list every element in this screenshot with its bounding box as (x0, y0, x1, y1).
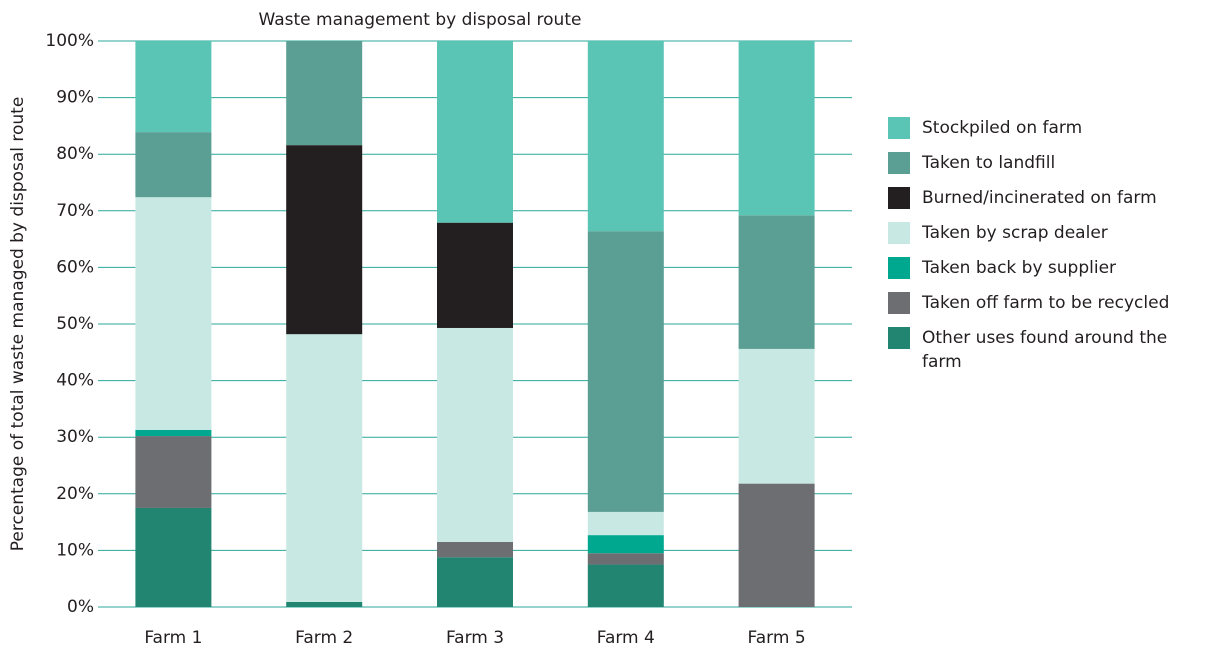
y-tick-label: 30% (56, 427, 94, 447)
x-tick-label: Farm 4 (597, 628, 655, 648)
legend-label: Taken by scrap dealer (922, 223, 1108, 243)
legend-item: Other uses found around the farm (888, 326, 1198, 374)
bar-segment (286, 41, 363, 146)
bar-segment (437, 557, 513, 607)
x-tick-label: Farm 5 (748, 628, 806, 648)
bar-segment (738, 483, 815, 607)
x-tick-label: Farm 2 (295, 628, 353, 648)
bar-segment (437, 222, 513, 328)
legend-swatch (888, 292, 910, 314)
bar-segment (286, 601, 363, 607)
bar-segment (286, 334, 363, 602)
y-tick-label: 60% (56, 257, 94, 277)
legend-item: Taken by scrap dealer (888, 221, 1198, 245)
x-tick-label: Farm 1 (144, 628, 202, 648)
bar-segment (437, 41, 513, 223)
legend-swatch (888, 327, 910, 349)
bar-segment (135, 41, 212, 133)
y-axis-label: Percentage of total waste managed by dis… (8, 97, 28, 552)
bar-segment (135, 197, 212, 430)
bar-segment (437, 541, 513, 558)
legend-item: Stockpiled on farm (888, 116, 1198, 140)
bar-segment (738, 41, 815, 216)
legend-label: Stockpiled on farm (922, 118, 1083, 138)
y-tick-label: 70% (56, 201, 94, 221)
y-tick-label: 20% (56, 484, 94, 504)
legend-swatch (888, 152, 910, 174)
bar-segment (135, 429, 212, 437)
bar-segment (135, 436, 212, 508)
legend-swatch (888, 222, 910, 244)
y-tick-label: 50% (56, 314, 94, 334)
bar-segment (587, 231, 664, 512)
legend-label: Burned/incinerated on farm (922, 188, 1157, 208)
bar-segment (587, 535, 664, 554)
bar-segment (738, 348, 815, 484)
y-tick-label: 10% (56, 540, 94, 560)
legend-swatch (888, 257, 910, 279)
legend-item: Taken to landfill (888, 151, 1198, 175)
chart-title: Waste management by disposal route (259, 10, 582, 30)
bar-segment (286, 145, 363, 335)
legend-swatch (888, 187, 910, 209)
y-tick-label: 90% (56, 88, 94, 108)
y-tick-label: 80% (56, 144, 94, 164)
legend-label: Taken off farm to be recycled (922, 293, 1170, 313)
legend-item: Burned/incinerated on farm (888, 186, 1198, 210)
bar-segment (587, 564, 664, 607)
bar-segment (437, 327, 513, 542)
y-tick-label: 100% (45, 31, 94, 51)
legend-item: Taken off farm to be recycled (888, 291, 1198, 315)
y-tick-label: 40% (56, 371, 94, 391)
y-tick-label: 0% (67, 597, 94, 617)
bar-segment (587, 511, 664, 536)
bar-segment (587, 41, 664, 232)
x-tick-label: Farm 3 (446, 628, 504, 648)
bar-segment (135, 507, 212, 607)
legend-label: Taken to landfill (922, 153, 1056, 173)
bar-segment (587, 553, 664, 565)
legend-label: Other uses found around the farm (922, 328, 1168, 372)
legend: Stockpiled on farm Taken to landfill Burne… (888, 116, 1198, 385)
legend-swatch (888, 117, 910, 139)
legend-item: Taken back by supplier (888, 256, 1198, 280)
bar-segment (738, 215, 815, 349)
bar-segment (135, 132, 212, 198)
legend-label: Taken back by supplier (922, 258, 1117, 278)
